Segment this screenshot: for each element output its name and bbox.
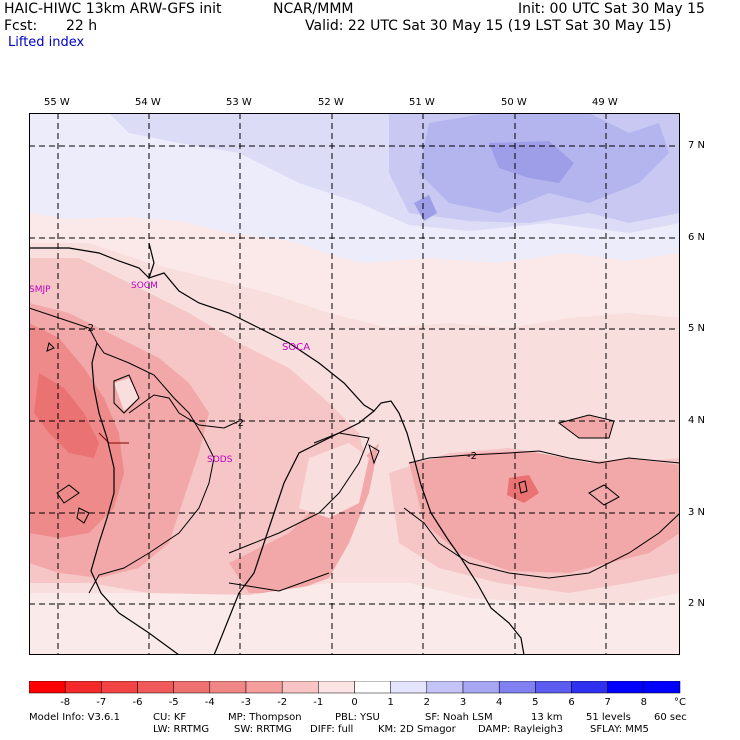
lat-label: 2 N xyxy=(688,598,706,609)
contour-label: -2 xyxy=(234,418,244,429)
colorbar-swatch xyxy=(390,681,428,694)
lon-label: 51 W xyxy=(409,97,435,108)
negative-field-deep xyxy=(34,373,99,458)
fcst-value: 22 h xyxy=(66,18,98,34)
map-frame xyxy=(29,113,680,655)
lon-label: 50 W xyxy=(501,97,527,108)
colorbar-swatches xyxy=(29,681,681,694)
colorbar-swatch xyxy=(137,681,174,694)
colorbar-label: 2 xyxy=(424,697,430,708)
colorbar-swatch xyxy=(535,681,572,694)
colorbar-swatch xyxy=(354,681,391,694)
footer-sf: SF: Noah LSM xyxy=(425,712,493,723)
footer-km: KM: 2D Smagor xyxy=(378,724,456,735)
coastline xyxy=(29,242,525,655)
station-label: SODS xyxy=(207,455,233,465)
lifted-index-map: -2 -2 -2 SMJP SOCM SOCA SODS xyxy=(29,113,680,655)
valid-time: Valid: 22 UTC Sat 30 May 15 (19 LST Sat … xyxy=(305,18,672,34)
lon-label: 49 W xyxy=(592,97,618,108)
colorbar-label: -5 xyxy=(169,697,179,708)
colorbar-label: 3 xyxy=(460,697,466,708)
footer-sw: SW: RRTMG xyxy=(234,724,292,735)
colorbar-swatch xyxy=(426,681,464,694)
station-label: SOCA xyxy=(282,342,310,353)
footer-model-info: Model Info: V3.6.1 xyxy=(29,712,120,723)
lon-label: 54 W xyxy=(135,97,161,108)
colorbar-label: -7 xyxy=(96,697,106,708)
model-title: HAIC-HIWC 13km ARW-GFS init xyxy=(4,1,222,17)
lon-label: 53 W xyxy=(226,97,252,108)
positive-field-spot xyxy=(414,195,437,221)
colorbar-label: 5 xyxy=(532,697,538,708)
lat-label: 7 N xyxy=(688,140,706,151)
colorbar-label: 8 xyxy=(641,697,647,708)
colorbar-swatch xyxy=(101,681,138,694)
footer-lw: LW: RRTMG xyxy=(153,724,210,735)
neutral-patch xyxy=(299,443,369,518)
colorbar-swatch xyxy=(64,681,102,694)
contour-label: -2 xyxy=(84,323,94,334)
footer-levels: 51 levels xyxy=(586,712,631,723)
colorbar-swatch xyxy=(462,681,500,694)
colorbar-swatch xyxy=(643,681,681,694)
lon-label: 52 W xyxy=(318,97,344,108)
colorbar-label: -4 xyxy=(205,697,215,708)
colorbar-label: -6 xyxy=(133,697,143,708)
colorbar-swatch xyxy=(318,681,355,694)
colorbar-label: -1 xyxy=(313,697,323,708)
colorbar-label: -8 xyxy=(60,697,70,708)
footer-res: 13 km xyxy=(531,712,563,723)
colorbar-label: -2 xyxy=(277,697,287,708)
colorbar-label: 0 xyxy=(351,697,357,708)
footer-mp: MP: Thompson xyxy=(228,712,302,723)
contour-lines xyxy=(29,307,680,594)
colorbar-swatch xyxy=(209,681,247,694)
colorbar-label: 6 xyxy=(568,697,574,708)
footer-pbl: PBL: YSU xyxy=(335,712,380,723)
colorbar-swatch xyxy=(29,681,66,694)
neutral-south xyxy=(29,583,680,655)
colorbar-unit: °C xyxy=(674,697,686,708)
colorbar-swatch xyxy=(173,681,211,694)
footer-diff: DIFF: full xyxy=(310,724,354,735)
lon-label: 55 W xyxy=(44,97,70,108)
lat-label: 3 N xyxy=(688,507,706,518)
colorbar-swatch xyxy=(498,681,536,694)
negative-field-east xyxy=(409,451,680,573)
station-label: SMJP xyxy=(29,285,51,295)
footer-damp: DAMP: Rayleigh3 xyxy=(478,724,564,735)
colorbar-label: 1 xyxy=(388,697,394,708)
colorbar-labels: -8 -7 -6 -5 -4 -3 -2 -1 0 1 2 3 4 5 6 7 8 xyxy=(60,697,647,708)
colorbar-label: 7 xyxy=(605,697,611,708)
positive-field-max xyxy=(489,141,574,183)
colorbar-label: 4 xyxy=(496,697,502,708)
lat-label: 5 N xyxy=(688,323,706,334)
colorbar-swatch xyxy=(281,681,319,694)
colorbar-swatch xyxy=(607,681,645,694)
colorbar-label: -3 xyxy=(241,697,251,708)
init-time: Init: 00 UTC Sat 30 May 15 xyxy=(518,1,705,17)
neutral-spot xyxy=(114,378,139,411)
colorbar-swatch xyxy=(571,681,608,694)
footer-cu: CU: KF xyxy=(153,712,187,723)
contour-label: -2 xyxy=(467,451,477,462)
colorbar-swatch xyxy=(245,681,283,694)
fcst-label: Fcst: xyxy=(4,18,38,34)
lat-label: 4 N xyxy=(688,415,706,426)
colorbar: -8 -7 -6 -5 -4 -3 -2 -1 0 1 2 3 4 5 6 7 8 °C xyxy=(29,681,686,708)
lat-label: 6 N xyxy=(688,232,706,243)
station-label: SOCM xyxy=(131,281,158,291)
footer-sflay: SFLAY: MM5 xyxy=(590,724,649,735)
field-name: Lifted index xyxy=(8,35,85,50)
org-label: NCAR/MMM xyxy=(273,1,354,17)
footer-timestep: 60 sec xyxy=(654,712,687,723)
